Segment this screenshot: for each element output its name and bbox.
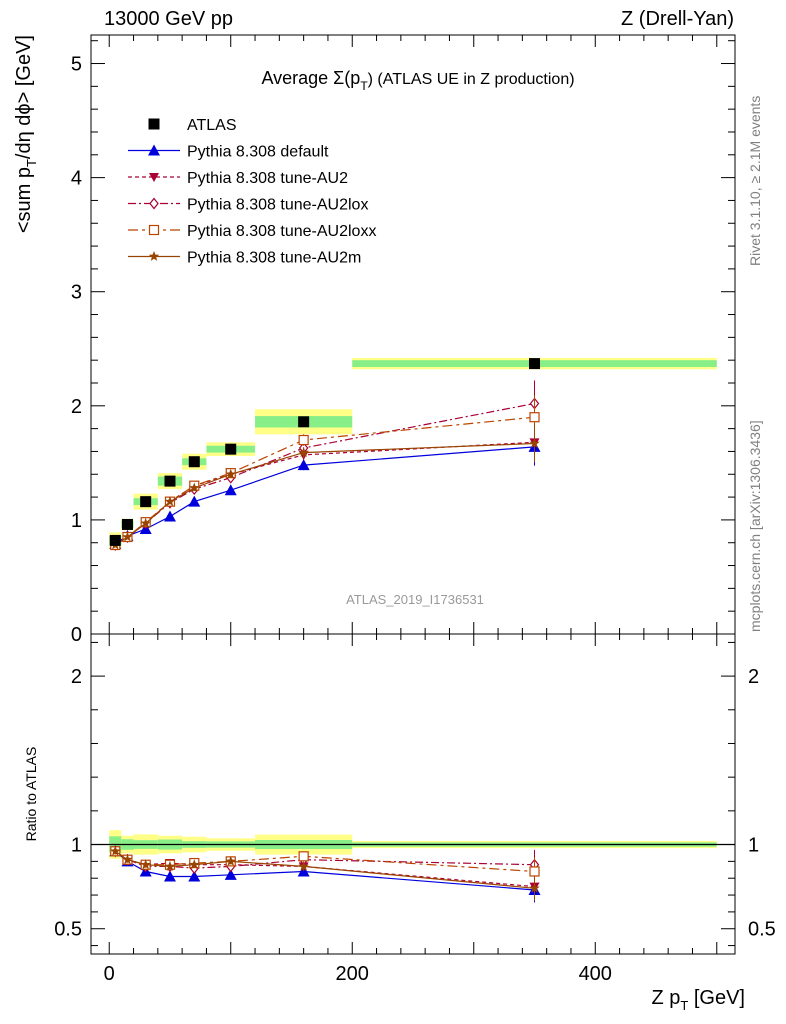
- x-tick-label: 400: [579, 963, 612, 985]
- point-au2m: [164, 496, 176, 507]
- legend-label-au2: Pythia 8.308 tune-AU2: [187, 170, 348, 187]
- y-tick-label: 1: [71, 510, 82, 532]
- chart-title: Average Σ(pT) (ATLAS UE in Z production): [261, 68, 574, 93]
- ratio-y-tick-label: 0.5: [54, 919, 82, 941]
- legend-label-default: Pythia 8.308 default: [187, 144, 329, 161]
- ratio-y-tick-label: 1: [71, 835, 82, 857]
- ratio-point-au2loxx: [298, 851, 309, 862]
- data-point-atlas: [140, 496, 152, 508]
- legend-marker-au2: [149, 173, 159, 182]
- x-axis-label: Z pT [GeV]: [651, 987, 745, 1013]
- ratio-point-au2m: [164, 860, 176, 871]
- legend-marker-default: [148, 144, 160, 156]
- data-point-atlas: [298, 416, 310, 428]
- point-au2m: [225, 468, 236, 479]
- series-line-default: [114, 446, 535, 545]
- y-tick-label: 4: [71, 168, 82, 190]
- y-tick-label: 3: [71, 282, 82, 304]
- ratio-y-tick-label-right: 1: [748, 835, 759, 857]
- point-default: [297, 459, 310, 471]
- legend-marker-data: [148, 118, 160, 130]
- ratio-line-au2loxx: [114, 850, 535, 873]
- y-tick-label: 2: [71, 396, 82, 418]
- x-tick-label: 200: [336, 963, 369, 985]
- legend-label-au2m: Pythia 8.308 tune-AU2m: [187, 250, 361, 267]
- ratio-y-tick-label-right: 0.5: [748, 919, 776, 941]
- header-right: Z (Drell-Yan): [621, 8, 734, 30]
- ratio-point-au2m: [140, 859, 151, 870]
- point-au2m: [140, 517, 151, 528]
- header-left: 13000 GeV pp: [104, 8, 233, 30]
- point-default: [163, 510, 176, 522]
- series-line-au2: [114, 441, 535, 546]
- ratio-y-tick-label-right: 2: [748, 666, 759, 688]
- point-au2m: [189, 482, 200, 493]
- legend-marker-au2lox: [149, 197, 159, 210]
- ratio-point-au2m: [529, 882, 540, 893]
- legend-marker-au2loxx: [148, 224, 160, 236]
- y-tick-label: 5: [71, 54, 82, 76]
- legend-label-data: ATLAS: [187, 117, 237, 134]
- point-au2m: [298, 447, 309, 457]
- ratio-point-au2m: [122, 854, 133, 865]
- point-au2loxx: [298, 434, 309, 446]
- ratio-plot-frame: [90, 633, 736, 955]
- point-default: [188, 495, 201, 507]
- y-tick-label-zero: 0: [71, 624, 82, 646]
- ratio-y-tick-label: 2: [71, 666, 82, 688]
- point-default: [224, 484, 237, 496]
- ratio-point-au2m: [189, 859, 200, 870]
- data-point-atlas: [225, 443, 237, 455]
- x-tick-label: 0: [104, 963, 115, 985]
- y-axis-label: <sum pT/dη dϕ> [GeV]: [13, 35, 39, 233]
- ratio-point-au2loxx: [529, 866, 540, 877]
- legend-label-au2lox: Pythia 8.308 tune-AU2lox: [187, 197, 368, 214]
- data-point-atlas: [121, 518, 133, 530]
- point-au2loxx: [529, 412, 540, 423]
- ratio-point-au2m: [298, 860, 309, 871]
- data-point-atlas: [188, 456, 200, 468]
- series-line-au2loxx: [114, 416, 535, 546]
- ratio-y-axis-label: Ratio to ATLAS: [23, 747, 39, 842]
- data-point-atlas: [164, 475, 176, 487]
- analysis-label: ATLAS_2019_I1736531: [346, 592, 484, 607]
- legend-marker-au2m: [148, 251, 160, 261]
- point-au2m: [122, 531, 133, 542]
- point-au2m: [529, 438, 540, 448]
- ratio-line-au2m: [114, 850, 535, 889]
- series-line-au2m: [114, 442, 535, 546]
- ratio-point-au2m: [225, 855, 236, 866]
- ratio-point-default: [163, 870, 176, 882]
- data-point-atlas: [109, 534, 121, 546]
- ratio-point-au2m: [110, 845, 121, 856]
- ratio-point-default: [224, 868, 237, 880]
- ratio-point-default: [188, 870, 201, 882]
- legend-label-au2loxx: Pythia 8.308 tune-AU2loxx: [187, 223, 376, 240]
- data-point-atlas: [529, 358, 541, 370]
